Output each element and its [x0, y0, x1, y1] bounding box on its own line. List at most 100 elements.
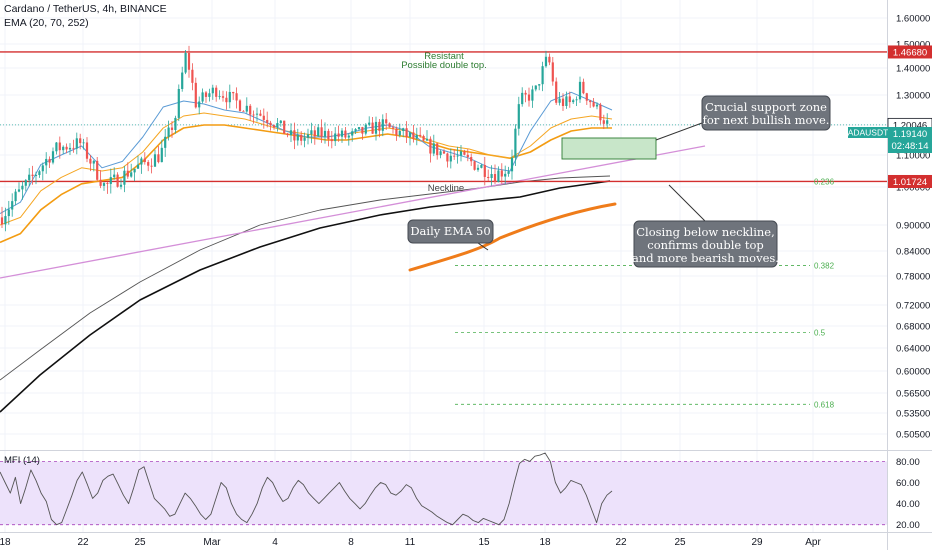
- candle-body: [225, 97, 228, 103]
- candle-body: [432, 143, 435, 154]
- candle: [232, 91, 235, 100]
- candle-body: [252, 114, 255, 116]
- candle: [160, 139, 163, 163]
- callout-text: confirms double top: [647, 238, 764, 252]
- candle-body: [215, 87, 218, 97]
- candle: [306, 128, 310, 145]
- candle: [82, 138, 85, 150]
- candle-body: [466, 154, 469, 158]
- candle: [561, 93, 565, 111]
- neckline-annotation: Neckline: [428, 183, 464, 194]
- candle: [500, 163, 503, 184]
- price-tag-bg: [888, 174, 932, 188]
- candle-body: [153, 154, 157, 167]
- candle: [521, 87, 524, 107]
- candle: [68, 143, 72, 155]
- candle-body: [116, 174, 119, 187]
- candle-body: [480, 164, 483, 168]
- candle-body: [24, 180, 27, 186]
- candle-body: [558, 98, 561, 103]
- candle-body: [388, 123, 391, 128]
- candle: [459, 144, 463, 162]
- candle-body: [524, 92, 527, 95]
- candle-body: [483, 164, 486, 177]
- candle-body: [470, 157, 473, 162]
- candle: [102, 181, 106, 191]
- candle: [344, 127, 347, 140]
- candle: [279, 119, 282, 127]
- candle: [55, 142, 58, 155]
- candle-body: [133, 168, 136, 173]
- candle: [534, 85, 537, 92]
- candle: [323, 122, 327, 144]
- mfi-band: [0, 461, 887, 525]
- candle-body: [157, 154, 160, 163]
- candle-body: [337, 133, 340, 137]
- candle-body: [228, 91, 231, 103]
- candle: [606, 113, 609, 129]
- candle-body: [184, 52, 187, 73]
- candle: [527, 87, 531, 107]
- candle-body: [565, 96, 568, 106]
- candle-body: [126, 170, 129, 177]
- candle: [595, 102, 599, 110]
- candle: [578, 76, 582, 103]
- candle: [347, 133, 350, 146]
- candle-body: [174, 117, 177, 130]
- candle: [72, 139, 75, 153]
- callout-pointer: [655, 122, 703, 141]
- candle: [415, 127, 418, 146]
- candle: [551, 56, 554, 86]
- candle: [572, 98, 575, 104]
- callout-text: Closing below neckline,: [636, 225, 775, 239]
- candle-body: [276, 123, 279, 128]
- candle-body: [500, 170, 503, 177]
- grid: [0, 0, 887, 532]
- candle-body: [48, 158, 51, 163]
- candle: [153, 149, 157, 167]
- candle-body: [374, 121, 378, 134]
- candle: [62, 145, 65, 154]
- neckline-price-tag: 1.01724: [888, 174, 932, 188]
- candle: [490, 165, 493, 186]
- candle-body: [102, 183, 106, 186]
- candle-body: [517, 104, 520, 129]
- candle-body: [286, 133, 289, 136]
- candle: [405, 121, 408, 143]
- candle: [167, 120, 170, 141]
- y-tick-label: 0.64000: [896, 344, 930, 355]
- candle-body: [17, 189, 21, 192]
- candle: [252, 110, 255, 124]
- candle: [446, 152, 449, 168]
- resistance-price-tag: 1.46680: [888, 45, 932, 59]
- candle: [184, 49, 187, 75]
- candle: [320, 119, 323, 143]
- candle-body: [238, 100, 242, 111]
- ema-legend: EMA (20, 70, 252): [4, 17, 89, 29]
- y-tick-label: 1.50000: [896, 40, 930, 51]
- candle: [174, 115, 177, 134]
- candle-body: [354, 129, 357, 132]
- ema-70-line: [0, 112, 613, 226]
- candle-body: [279, 120, 282, 124]
- candle-body: [592, 102, 595, 107]
- candle-body: [62, 146, 65, 151]
- candle-body: [456, 155, 459, 157]
- candle: [177, 84, 180, 122]
- candle-body: [106, 183, 109, 184]
- candle: [476, 164, 480, 172]
- candle: [419, 127, 422, 138]
- candle-body: [310, 130, 313, 135]
- candle: [408, 131, 412, 146]
- candle-body: [130, 172, 133, 177]
- candle: [558, 92, 561, 106]
- callout-text: Crucial support zone: [705, 100, 827, 114]
- candle: [364, 123, 367, 136]
- candle-body: [296, 134, 299, 141]
- candle-body: [436, 143, 439, 156]
- candle: [313, 125, 316, 145]
- candle-body: [541, 66, 544, 85]
- candle: [242, 110, 245, 112]
